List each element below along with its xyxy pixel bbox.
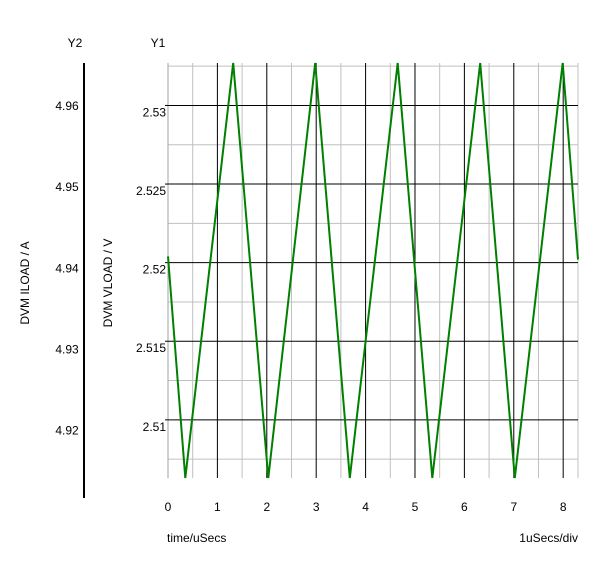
y1-header: Y1 [151, 36, 166, 50]
y2-axis-title: DVM ILOAD / A [18, 241, 32, 324]
x-tick-label: 7 [510, 500, 517, 514]
y1-axis-title: DVM VLOAD / V [101, 239, 115, 328]
minor-gridlines [168, 63, 579, 478]
x-tick-label: 1 [214, 500, 221, 514]
y2-tick-label: 4.94 [55, 261, 79, 275]
x-tick-label: 4 [362, 500, 369, 514]
y2-tick-labels: 4.92 4.93 4.94 4.95 4.96 [55, 99, 79, 438]
y1-tick-label: 2.52 [143, 263, 167, 277]
y1-tick-label: 2.51 [143, 420, 167, 434]
y2-tick-label: 4.92 [55, 424, 79, 438]
x-tick-label: 3 [313, 500, 320, 514]
y2-tick-label: 4.96 [55, 99, 79, 113]
x-axis-title: time/uSecs [167, 531, 226, 545]
y1-tick-label: 2.515 [136, 341, 166, 355]
series-layer [167, 62, 579, 479]
y1-tick-label: 2.525 [136, 184, 166, 198]
x-tick-label: 0 [165, 500, 172, 514]
x-tick-label: 2 [263, 500, 270, 514]
x-tick-labels: 0 1 2 3 4 5 6 7 8 [165, 500, 567, 514]
x-scale-label: 1uSecs/div [519, 531, 578, 545]
major-gridlines [165, 63, 578, 478]
y2-header: Y2 [68, 36, 83, 50]
y1-tick-labels: 2.51 2.515 2.52 2.525 2.53 [136, 105, 166, 433]
y2-tick-label: 4.93 [55, 342, 79, 356]
y1-tick-label: 2.53 [143, 105, 167, 119]
x-tick-label: 5 [412, 500, 419, 514]
series-line-1 [167, 62, 579, 479]
x-tick-label: 6 [461, 500, 468, 514]
x-tick-label: 8 [560, 500, 567, 514]
y2-tick-label: 4.95 [55, 180, 79, 194]
